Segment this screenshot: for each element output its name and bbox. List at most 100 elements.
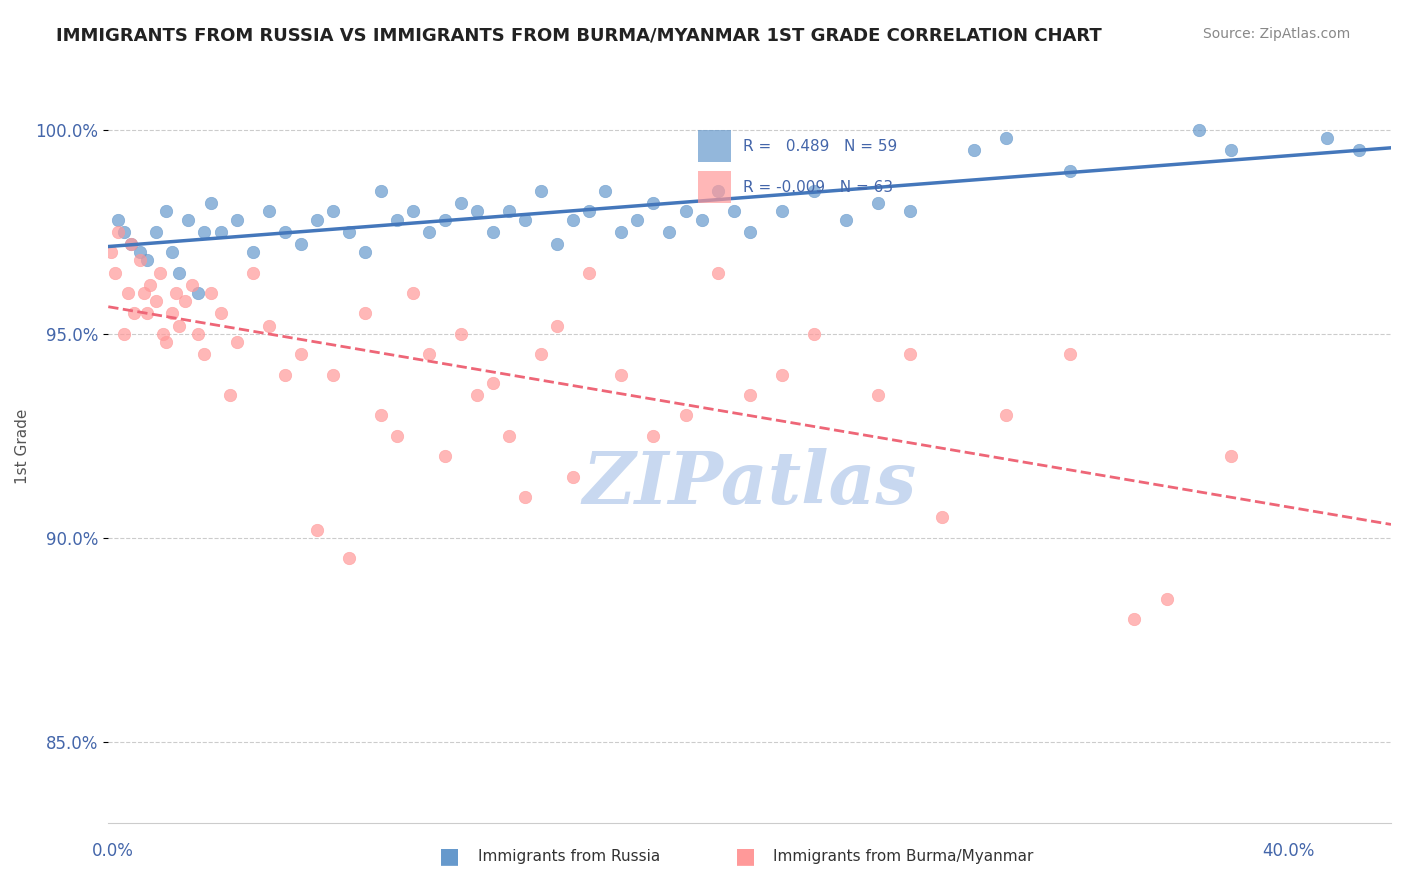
Point (738, 388, 761, 402)
Point (155, 204, 177, 219)
Point (120, 237, 142, 252)
Point (177, 212, 200, 227)
Point (209, 225, 232, 239)
Text: ■: ■ (735, 847, 755, 866)
Point (117, 285, 139, 300)
Text: 40.0%: 40.0% (1263, 842, 1315, 860)
Point (1219, 449, 1241, 463)
Point (738, 225, 761, 239)
Point (257, 318, 280, 333)
Point (149, 266, 172, 280)
Point (242, 245, 264, 260)
Point (112, 326, 135, 341)
Point (107, 225, 129, 239)
Point (626, 212, 648, 227)
Point (515, 490, 537, 504)
Point (180, 277, 202, 292)
Point (562, 469, 585, 483)
Point (162, 306, 184, 320)
Point (139, 277, 162, 292)
Point (963, 143, 986, 157)
Point (193, 225, 215, 239)
Point (610, 225, 633, 239)
Point (370, 409, 392, 423)
Point (706, 184, 728, 198)
Point (562, 212, 585, 227)
Point (107, 212, 129, 227)
Point (165, 285, 187, 300)
Point (450, 196, 472, 211)
Point (898, 204, 921, 219)
Point (1316, 131, 1339, 145)
Point (209, 306, 232, 320)
Point (257, 204, 280, 219)
Point (610, 368, 633, 382)
Point (835, 212, 858, 227)
Point (242, 266, 264, 280)
Point (135, 253, 157, 268)
Point (273, 368, 295, 382)
Point (167, 266, 190, 280)
Point (112, 225, 135, 239)
Point (290, 237, 312, 252)
Text: ■: ■ (440, 847, 460, 866)
Point (385, 429, 408, 443)
Point (803, 184, 825, 198)
Point (995, 409, 1018, 423)
Point (1219, 143, 1241, 157)
Point (337, 551, 360, 566)
Point (706, 266, 728, 280)
Point (322, 368, 344, 382)
Point (898, 347, 921, 361)
Text: Immigrants from Burma/Myanmar: Immigrants from Burma/Myanmar (773, 849, 1033, 863)
Point (1156, 592, 1178, 607)
Point (482, 225, 505, 239)
Point (370, 184, 392, 198)
Text: Source: ZipAtlas.com: Source: ZipAtlas.com (1202, 27, 1350, 41)
Point (498, 429, 520, 443)
Point (418, 347, 440, 361)
Point (1187, 122, 1209, 136)
Point (145, 294, 167, 309)
Point (675, 409, 697, 423)
Point (433, 449, 456, 463)
Point (1123, 612, 1146, 626)
Point (135, 306, 157, 320)
Point (515, 212, 537, 227)
Point (723, 204, 745, 219)
Point (931, 510, 953, 524)
Point (129, 253, 152, 268)
Point (866, 196, 889, 211)
Point (290, 347, 312, 361)
Point (100, 245, 122, 260)
Point (770, 368, 793, 382)
Y-axis label: 1st Grade: 1st Grade (15, 409, 30, 483)
Point (643, 196, 665, 211)
Point (498, 204, 520, 219)
Point (225, 212, 247, 227)
Point (219, 388, 242, 402)
Point (162, 245, 184, 260)
Point (200, 196, 222, 211)
Point (770, 204, 793, 219)
Point (643, 429, 665, 443)
Point (145, 225, 167, 239)
Point (402, 204, 425, 219)
Point (578, 266, 600, 280)
Point (104, 266, 127, 280)
Point (465, 204, 488, 219)
Point (200, 285, 222, 300)
Point (433, 212, 456, 227)
Point (353, 245, 375, 260)
Point (187, 285, 209, 300)
Point (803, 326, 825, 341)
Text: Immigrants from Russia: Immigrants from Russia (478, 849, 661, 863)
Point (465, 388, 488, 402)
Point (690, 212, 713, 227)
Point (1059, 347, 1081, 361)
Point (1059, 163, 1081, 178)
Point (418, 225, 440, 239)
Point (450, 326, 472, 341)
Point (546, 237, 568, 252)
Point (546, 318, 568, 333)
